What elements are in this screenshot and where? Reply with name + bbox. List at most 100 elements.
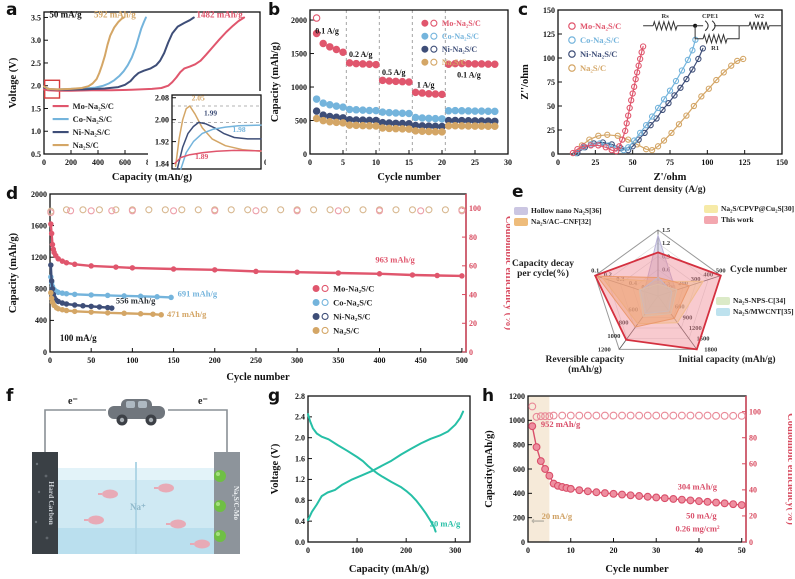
legend-label: Mo-Na₂S/C [442, 19, 481, 28]
legend-label: Na₂S/MWCNT[35] [733, 307, 794, 316]
legend-label: Ni-Na₂S/C [580, 49, 618, 59]
series-co [575, 39, 696, 154]
cathode-label: Na₂S/C-Mo [232, 486, 240, 520]
y-axis-label: Voltage (V) [270, 443, 281, 494]
panel-f: f e⁻ e⁻ Na⁺ [6, 386, 264, 576]
radar-legend: Na₂S-NPS-C[34] Na₂S/MWCNT[35] [716, 296, 794, 318]
car-icon [108, 399, 165, 426]
circuit-label-cpe1: CPE1 [702, 13, 718, 20]
y-tick-label: 1000 [509, 416, 525, 425]
panel-d-letter: d [6, 184, 19, 204]
full-cell-gcd-plot: 0 100 200 300 0.0 0.4 0.8 1.2 1.6 2.0 2.4 2.8 20 mA/… [270, 392, 471, 575]
x-tick-label: 100 [351, 546, 363, 555]
x-tick-label: 300 [291, 356, 303, 365]
series-mo [49, 222, 464, 278]
annotation: 0.1 A/g [457, 71, 481, 80]
radar-tick-label: 0.2 [604, 272, 612, 279]
y-tick-label: 2.08 [155, 94, 169, 103]
y-tick-label: 150 [543, 6, 555, 15]
x-tick-label: 40 [695, 546, 703, 555]
x-tick-label: 10 [567, 546, 575, 555]
anode-label: Hard Carbon [47, 481, 56, 525]
x-tick-label: 200 [65, 158, 77, 167]
panel-g-chart: 0 100 200 300 0.0 0.4 0.8 1.2 1.6 2.0 2.4 2.8 20 mA/… [268, 388, 480, 576]
y-axis-label: Capacity (mAh/g) [270, 41, 281, 122]
y-tick-label: 0.5 [31, 150, 41, 159]
y-tick-label: 0 [551, 150, 555, 159]
x-tick-label: 450 [415, 356, 427, 365]
y-tick-label: 25 [547, 126, 555, 135]
x-tick-label: 20 [609, 546, 617, 555]
annotation: 1.98 [233, 125, 246, 134]
x-tick-label: 25 [471, 158, 479, 167]
panel-e-chart: 0.30.60.91.21.51002003004005006009001200… [512, 184, 795, 384]
legend-label: Na₂S/C [580, 63, 606, 73]
legend-label: Na₂S/C [333, 325, 359, 335]
annotation: 556 mAh/g [116, 295, 156, 305]
right-axis-label: Coulombic efficiency(%) [785, 413, 792, 525]
y-axis-label: Z''/ohm [520, 64, 531, 100]
y-tick-label: 2000 [291, 16, 307, 25]
right-tick-label: 60 [469, 262, 477, 271]
radar-tick-label: 1200 [598, 346, 611, 353]
wire-right [168, 409, 228, 460]
x-tick-label: 0 [526, 546, 530, 555]
series-ni [176, 121, 262, 170]
x-tick-label: 200 [400, 546, 412, 555]
panel-d-chart: 0 50 100 150 200 250 300 350 400 450 500 0 400 800 120… [6, 186, 514, 384]
panel-d: d 0 50 100 150 200 250 300 350 400 450 500 0 400 800 1… [6, 184, 514, 384]
panel-h-chart: 0 10 20 30 40 50 0 200 400 600 800 1000 1200 0 20 40 60 8… [482, 388, 795, 576]
x-axis-label: Capacity (mAh/g) [349, 564, 430, 575]
right-tick-label: 0 [469, 348, 473, 357]
x-tick-label: 0 [42, 158, 46, 167]
panel-h-letter: h [482, 386, 495, 406]
x-tick-label: 50 [629, 158, 637, 167]
annotation: 952 mAh/g [541, 419, 581, 429]
x-tick-label: 600 [119, 158, 131, 167]
radar-tick-label: 800 [619, 320, 629, 327]
panel-b-letter: b [268, 0, 281, 20]
y-axis-label: Capacity(mAh/g) [484, 430, 495, 508]
right-tick-label: 60 [749, 460, 757, 469]
y-tick-label: 500 [295, 116, 307, 125]
legend-label: Mo-Na₂S/C [73, 101, 114, 111]
y-tick-label: 1.2 [295, 475, 305, 484]
legend-label: Co-Na₂S/C [580, 35, 619, 45]
x-tick-label: 400 [374, 356, 386, 365]
x-tick-label: 75 [666, 158, 674, 167]
legend-label: Mo-Na₂S/C [333, 283, 374, 293]
annotation: 1 A/g [417, 81, 435, 90]
annotation: 691 mAh/g [178, 288, 218, 298]
series-charge [307, 410, 465, 522]
panel-g: g 0 100 200 300 0.0 0.4 0.8 1.2 1.6 2.0 2.4 2.8 20 m… [268, 386, 480, 576]
annotation: 50 mA/g [49, 9, 82, 19]
annotation: 592 mAh/g [94, 9, 136, 19]
x-tick-label: 30 [504, 158, 512, 167]
radar-legend: Na₂S/CPVP@Cu₂S[30] This work [704, 204, 794, 226]
radar-tick-label: 1000 [607, 333, 620, 340]
legend-label: Co-Na₂S/C [333, 297, 372, 307]
plot-frame [171, 94, 262, 170]
annotation: 0.1 A/g [315, 26, 339, 35]
y-tick-label: 2.5 [31, 59, 41, 68]
radar-tick-label: 1800 [704, 346, 717, 353]
panel-a-letter: a [6, 0, 18, 20]
inset-plot: 1.84 1.92 2.00 2.08 2.05 1.99 1.98 1.89 [148, 91, 264, 174]
x-tick-label: 100 [701, 158, 713, 167]
x-axis-label: Cycle number [226, 372, 290, 383]
legend-swatch [716, 307, 730, 316]
y-tick-label: 0.4 [295, 517, 305, 526]
panel-f-letter: f [6, 386, 14, 406]
y-tick-label: 1500 [291, 49, 307, 58]
plot-frame [557, 9, 783, 155]
panel-e-letter: e [512, 182, 524, 202]
y-tick-label: 1.5 [31, 104, 41, 113]
radar-tick-label: 400 [703, 272, 713, 279]
x-tick-label: 25 [591, 158, 599, 167]
annotation: 0.26 mg/cm² [675, 524, 720, 534]
circuit-label-rs: Rs [662, 13, 670, 20]
radar-axis-label: Current density (A/g) [618, 185, 706, 195]
annotation: 20 mA/g [430, 518, 461, 528]
panel-b: b 0 5 10 15 20 25 30 0 500 1000 1500 2000 0.1 A/g 0.2… [268, 0, 514, 184]
series-discharge [307, 413, 437, 533]
